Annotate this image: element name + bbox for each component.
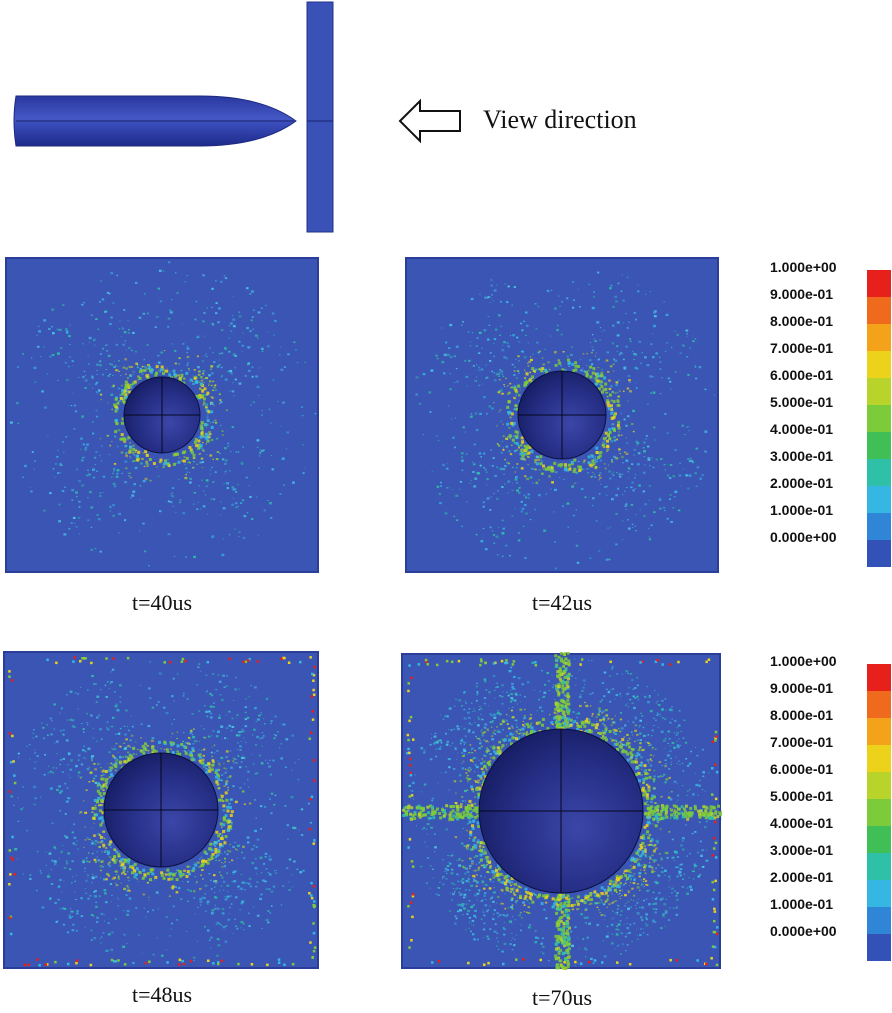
legend-swatch — [867, 459, 891, 486]
legend-label: 1.000e+00 — [770, 259, 837, 275]
legend-swatch — [867, 270, 891, 297]
damage-panel-t42 — [405, 257, 719, 573]
legend-label: 3.000e-01 — [770, 842, 834, 858]
legend-swatch — [867, 745, 891, 772]
damage-panel-t70 — [401, 652, 722, 970]
legend-swatch — [867, 718, 891, 745]
damage-panel-t48 — [3, 651, 319, 969]
legend-swatch — [867, 826, 891, 853]
projectile-schematic — [13, 1, 461, 233]
legend-swatch — [867, 324, 891, 351]
legend-label: 2.000e-01 — [770, 869, 834, 885]
legend-label: 5.000e-01 — [770, 394, 834, 410]
color-legend-top: 1.000e+00 9.000e-01 8.000e-01 7.000e-01 6.00… — [762, 258, 892, 580]
legend-label: 9.000e-01 — [770, 680, 834, 696]
legend-swatch — [867, 513, 891, 540]
legend-label: 0.000e+00 — [770, 923, 837, 939]
legend-swatch — [867, 405, 891, 432]
caption-t40: t=40us — [131, 590, 193, 615]
legend-label: 8.000e-01 — [770, 707, 834, 723]
legend-swatch — [867, 772, 891, 799]
legend-swatch — [867, 799, 891, 826]
legend-swatch — [867, 486, 891, 513]
legend-swatch — [867, 432, 891, 459]
damage-panel-t40 — [5, 257, 319, 573]
legend-swatch — [867, 880, 891, 907]
legend-swatch — [867, 540, 891, 567]
view-direction-label: View direction — [483, 105, 637, 134]
target-plate-side — [306, 1, 334, 233]
legend-label: 1.000e+00 — [770, 653, 837, 669]
legend-swatch — [867, 907, 891, 934]
color-legend-bottom: 1.000e+00 9.000e-01 8.000e-01 7.000e-01 6.00… — [762, 652, 892, 974]
legend-swatch — [867, 378, 891, 405]
legend-label: 6.000e-01 — [770, 367, 834, 383]
legend-label: 7.000e-01 — [770, 734, 834, 750]
legend-label: 9.000e-01 — [770, 286, 834, 302]
caption-t48: t=48us — [131, 982, 193, 1007]
legend-swatch — [867, 297, 891, 324]
caption-t70: t=70us — [531, 985, 593, 1010]
view-direction-arrow-icon — [398, 98, 461, 144]
legend-label: 2.000e-01 — [770, 475, 834, 491]
legend-swatch — [867, 934, 891, 961]
caption-t42: t=42us — [531, 590, 593, 615]
legend-label: 4.000e-01 — [770, 815, 834, 831]
legend-swatch — [867, 664, 891, 691]
legend-label: 8.000e-01 — [770, 313, 834, 329]
legend-label: 1.000e-01 — [770, 896, 834, 912]
legend-label: 6.000e-01 — [770, 761, 834, 777]
legend-label: 7.000e-01 — [770, 340, 834, 356]
legend-label: 1.000e-01 — [770, 502, 834, 518]
legend-label: 4.000e-01 — [770, 421, 834, 437]
legend-label: 5.000e-01 — [770, 788, 834, 804]
legend-label: 3.000e-01 — [770, 448, 834, 464]
legend-swatch — [867, 351, 891, 378]
legend-label: 0.000e+00 — [770, 529, 837, 545]
legend-swatch — [867, 853, 891, 880]
legend-swatch — [867, 691, 891, 718]
